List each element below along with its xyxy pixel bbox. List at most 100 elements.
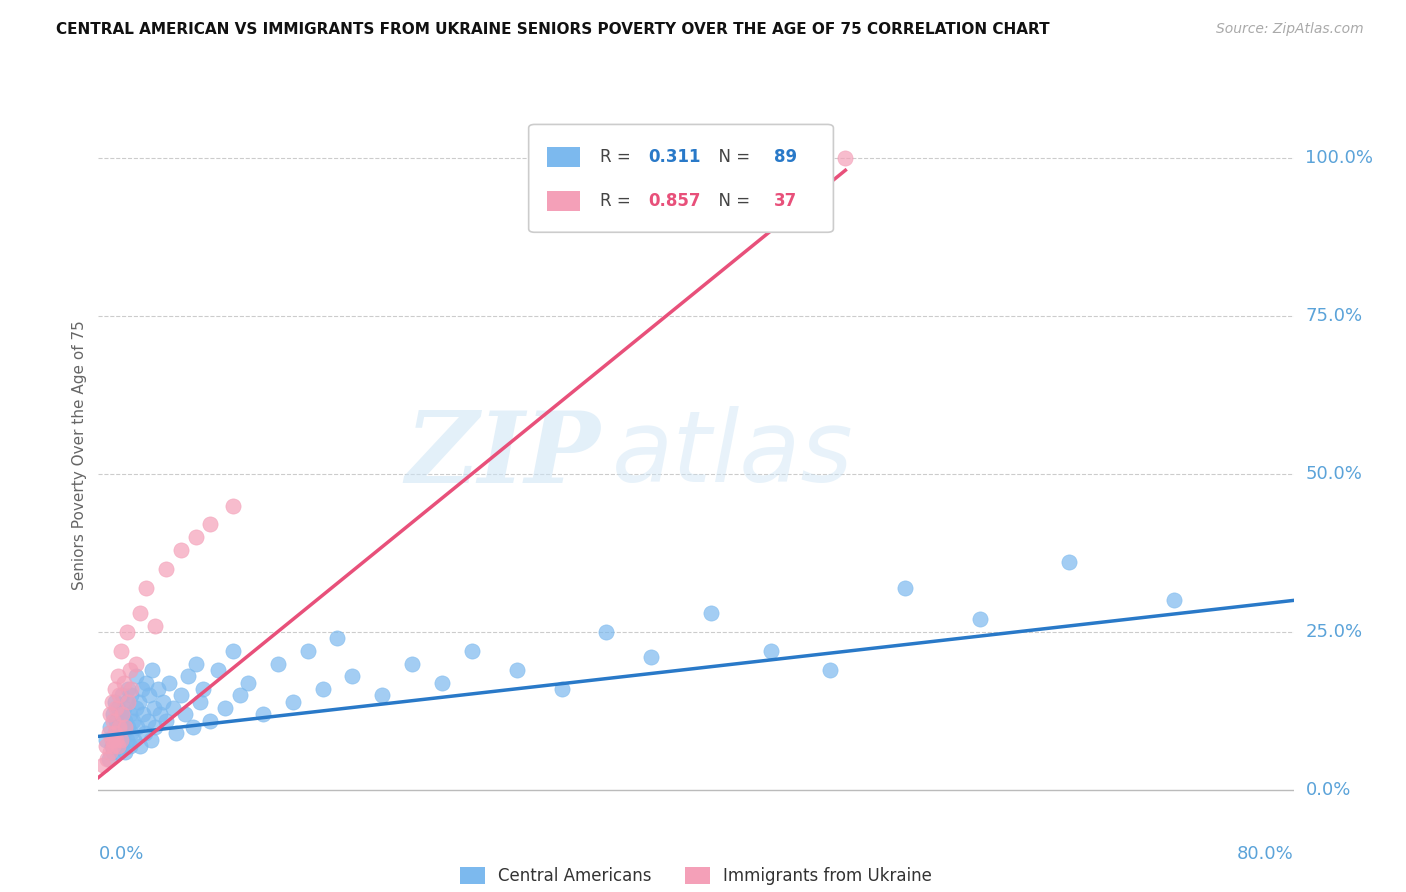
Text: 75.0%: 75.0% (1305, 307, 1362, 325)
Point (222, 499, 245, 513)
Point (141, 663, 163, 677)
Point (115, 695, 138, 709)
Point (125, 701, 148, 715)
Point (98, 720, 122, 734)
Point (98, 707, 122, 722)
Point (177, 669, 200, 683)
Text: R =: R = (600, 192, 637, 210)
Point (430, 675, 453, 690)
Point (91, 757, 114, 772)
Point (152, 695, 174, 709)
Point (94, 732, 117, 747)
Point (101, 732, 124, 747)
Point (104, 726, 127, 740)
Point (169, 542, 191, 557)
Point (114, 720, 136, 734)
Point (107, 701, 129, 715)
Point (117, 695, 139, 709)
Point (162, 701, 184, 715)
Point (174, 707, 197, 722)
Point (110, 732, 132, 747)
Point (125, 669, 148, 683)
Point (143, 618, 166, 632)
Point (222, 644, 245, 658)
Point (115, 732, 138, 747)
Point (595, 625, 617, 640)
Point (114, 714, 136, 728)
Point (101, 695, 124, 709)
Point (894, 581, 917, 595)
Text: 80.0%: 80.0% (1237, 845, 1294, 863)
Point (115, 625, 138, 640)
Point (98, 745, 122, 759)
Legend: Central Americans, Immigrants from Ukraine: Central Americans, Immigrants from Ukrai… (453, 861, 939, 892)
Point (111, 707, 134, 722)
Point (129, 606, 152, 620)
Point (128, 695, 150, 709)
Text: 0.0%: 0.0% (1305, 781, 1351, 799)
Point (229, 688, 252, 702)
Point (97, 751, 120, 765)
Point (108, 688, 131, 702)
Point (640, 650, 662, 665)
Text: atlas: atlas (612, 407, 853, 503)
Point (267, 657, 290, 671)
Point (207, 663, 229, 677)
Point (118, 663, 141, 677)
Point (165, 726, 187, 740)
Point (1059, 556, 1081, 570)
Point (121, 714, 143, 728)
Point (149, 707, 172, 722)
Point (169, 688, 191, 702)
Text: 0.857: 0.857 (648, 192, 700, 210)
Point (700, 606, 723, 620)
Point (834, 151, 856, 165)
Point (108, 745, 131, 759)
Point (94, 739, 117, 753)
Point (104, 695, 127, 709)
Point (200, 714, 222, 728)
Point (117, 720, 139, 734)
Point (103, 707, 125, 722)
Text: N =: N = (709, 192, 755, 210)
Point (117, 681, 139, 696)
Point (104, 726, 127, 740)
Point (181, 720, 204, 734)
Point (112, 675, 135, 690)
Point (120, 681, 142, 696)
Text: 37: 37 (773, 192, 797, 210)
Point (96, 751, 118, 765)
Point (297, 644, 319, 658)
Point (105, 739, 128, 753)
Text: 25.0%: 25.0% (1305, 623, 1362, 641)
Point (550, 681, 572, 696)
Point (131, 681, 153, 696)
Point (138, 688, 160, 702)
Point (125, 657, 148, 671)
Point (108, 720, 131, 734)
Text: 0.311: 0.311 (648, 148, 700, 166)
Point (155, 714, 177, 728)
Point (184, 657, 207, 671)
Point (110, 707, 132, 722)
Point (103, 739, 125, 753)
FancyBboxPatch shape (529, 124, 834, 232)
Point (342, 669, 364, 683)
Point (820, 663, 842, 677)
Text: 0.0%: 0.0% (98, 845, 143, 863)
Point (188, 695, 211, 709)
Text: 100.0%: 100.0% (1305, 149, 1374, 167)
Y-axis label: Seniors Poverty Over the Age of 75: Seniors Poverty Over the Age of 75 (72, 320, 87, 590)
Point (107, 732, 129, 747)
Point (107, 669, 129, 683)
Point (105, 732, 128, 747)
Point (214, 701, 236, 715)
Point (97, 726, 120, 740)
Text: Source: ZipAtlas.com: Source: ZipAtlas.com (1216, 22, 1364, 37)
Bar (547, 191, 581, 211)
Point (127, 720, 149, 734)
Point (120, 688, 142, 702)
Point (1163, 593, 1185, 607)
Point (114, 745, 136, 759)
Bar (547, 147, 581, 167)
